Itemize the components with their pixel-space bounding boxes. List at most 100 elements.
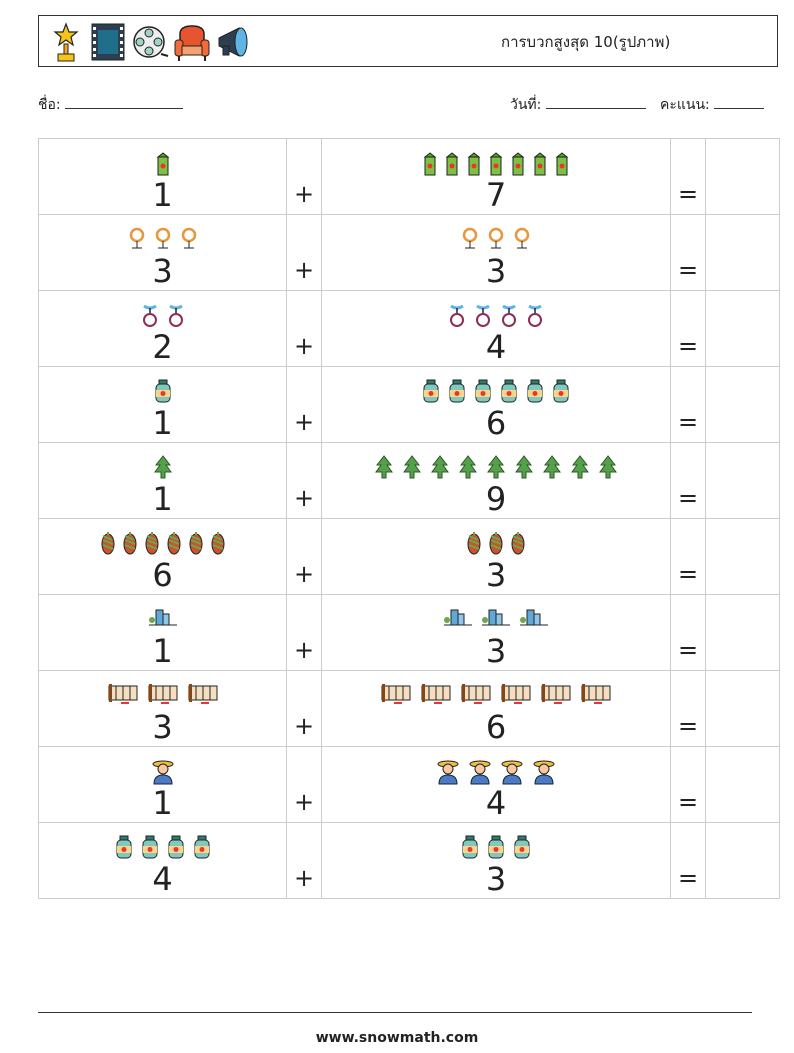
city-building-icon [148,607,178,631]
header-icons [47,20,253,64]
answer-cell[interactable] [705,442,780,519]
unicycle-icon [448,303,466,331]
megaphone-icon [215,20,253,64]
picture-group [39,303,286,331]
plus-cell: + [286,670,322,747]
left-operand-cell: 1 [38,138,287,215]
pine-cone-icon [101,531,115,559]
wreath-stand-icon [513,227,531,253]
picture-group [322,607,670,631]
answer-cell[interactable] [705,290,780,367]
fence-icon [460,683,492,711]
right-operand-number: 4 [485,328,507,366]
left-operand-cell: 3 [38,214,287,291]
fence-icon [380,683,412,711]
unicycle-icon [167,303,185,331]
right-operand-cell: 6 [321,670,671,747]
picture-group [39,227,286,253]
left-operand-cell: 2 [38,290,287,367]
pine-cone-icon [123,531,137,559]
plus-cell: + [286,594,322,671]
answer-cell[interactable] [705,518,780,595]
right-operand-number: 7 [485,176,507,214]
left-operand-number: 1 [152,404,173,442]
farmer-icon [151,759,175,789]
plus-cell: + [286,138,322,215]
picture-group [322,379,670,407]
plus-sign: + [293,332,315,360]
fence-icon [540,683,572,711]
equals-cell: = [670,366,706,443]
left-operand-number: 1 [152,176,173,214]
jar-icon [487,835,505,863]
date-blank[interactable] [545,94,646,109]
right-operand-cell: 3 [321,594,671,671]
problems-table: 1 +7 = 3 +3 = 2 +4 = 1 +6 = 1 +9 = 6 +3 = 1 +3 = 3 +6 = 1 +4 = 4 +3 = [38,138,780,899]
right-operand-number: 9 [485,480,507,518]
answer-cell[interactable] [705,138,780,215]
answer-cell[interactable] [705,366,780,443]
left-operand-number: 4 [152,860,173,898]
pine-cone-icon [167,531,181,559]
right-operand-cell: 3 [321,518,671,595]
farmer-icon [500,759,524,789]
right-operand-cell: 9 [321,442,671,519]
pine-cone-icon [511,531,525,559]
left-operand-cell: 4 [38,822,287,899]
pine-cone-icon [489,531,503,559]
film-reel-icon [131,20,169,64]
equals-sign: = [677,332,699,360]
jar-icon [422,379,440,407]
equals-sign: = [677,484,699,512]
problem-row: 1 +3 = [38,594,780,671]
picture-group [39,607,286,631]
jar-icon [115,835,133,863]
jar-icon [552,379,570,407]
pine-cone-icon [467,531,481,559]
score-blank[interactable] [714,94,765,109]
date-field: วันที่: [510,94,646,116]
left-operand-number: 1 [152,784,173,822]
right-operand-cell: 6 [321,366,671,443]
equals-cell: = [670,214,706,291]
unicycle-icon [474,303,492,331]
jar-icon [526,379,544,407]
picture-group [39,759,286,789]
equals-cell: = [670,138,706,215]
unicycle-icon [526,303,544,331]
equals-cell: = [670,594,706,671]
answer-cell[interactable] [705,670,780,747]
right-operand-number: 4 [485,784,507,822]
plus-cell: + [286,822,322,899]
answer-cell[interactable] [705,594,780,671]
pine-tree-icon [514,455,534,485]
fence-icon [500,683,532,711]
jar-icon [193,835,211,863]
juice-box-icon [511,151,525,181]
jar-icon [461,835,479,863]
wreath-stand-icon [461,227,479,253]
equals-sign: = [677,180,699,208]
answer-cell[interactable] [705,214,780,291]
right-operand-number: 3 [485,252,507,290]
wreath-stand-icon [128,227,146,253]
name-blank[interactable] [65,94,184,109]
pine-tree-icon [486,455,506,485]
plus-cell: + [286,746,322,823]
fence-icon [420,683,452,711]
plus-sign: + [293,256,315,284]
equals-sign: = [677,864,699,892]
plus-sign: + [293,180,315,208]
problem-row: 1 +4 = [38,746,780,823]
picture-group [322,303,670,331]
right-operand-number: 6 [485,404,507,442]
juice-box-icon [423,151,437,181]
pine-tree-icon [430,455,450,485]
fence-icon [147,683,179,711]
answer-cell[interactable] [705,746,780,823]
problem-row: 3 +3 = [38,214,780,291]
left-operand-number: 6 [152,556,173,594]
problem-row: 2 +4 = [38,290,780,367]
answer-cell[interactable] [705,822,780,899]
left-operand-number: 1 [152,632,173,670]
